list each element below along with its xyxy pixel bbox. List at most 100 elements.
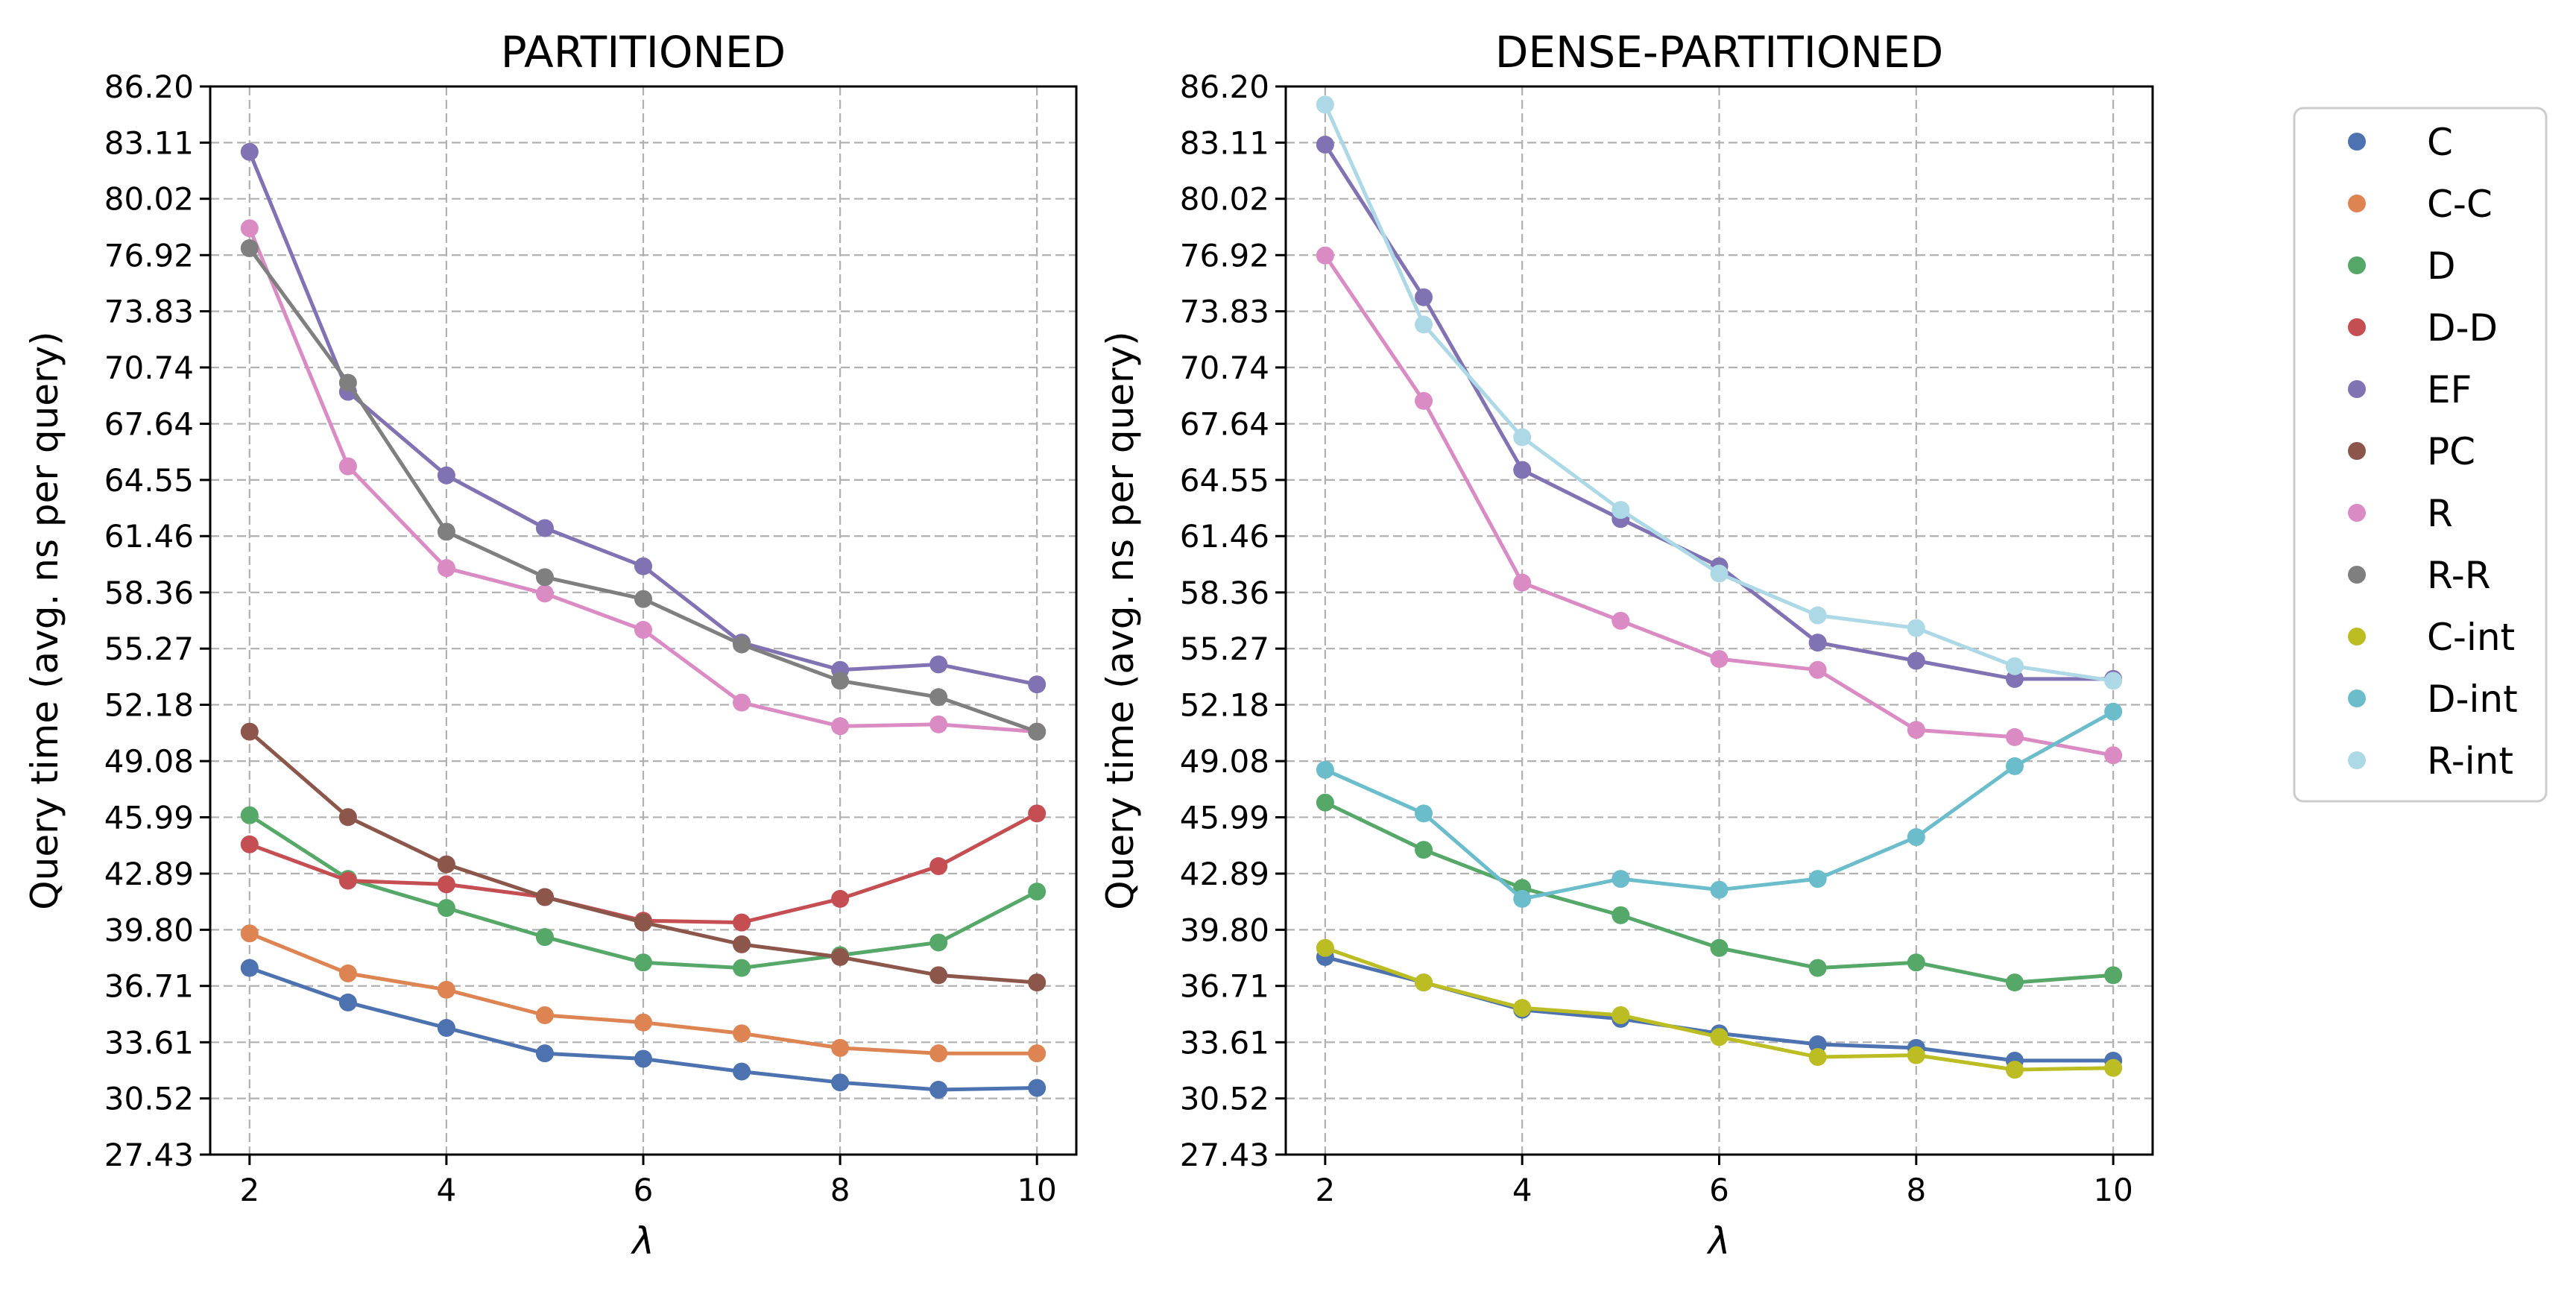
legend-marker [2348,195,2366,212]
data-point [1316,95,1334,114]
legend-entry-C: C [2348,121,2453,164]
data-point [1808,870,1827,888]
legend-label: D-D [2427,306,2498,350]
y-axis-label: Query time (avg. ns per query) [1099,331,1142,909]
y-tick-label: 76.92 [1180,237,1269,274]
data-point [1907,651,1925,670]
data-point [240,219,259,238]
data-point [1710,564,1729,583]
data-point [1316,938,1334,957]
y-tick-label: 49.08 [104,743,194,780]
data-point [831,717,850,736]
data-point [1028,883,1046,901]
data-point [535,584,554,603]
data-point [831,1038,850,1057]
data-point [1513,999,1532,1017]
x-tick-label: 4 [1512,1172,1532,1208]
data-point [929,966,948,985]
data-point [1415,973,1433,992]
data-point [2005,657,2024,675]
data-point [634,557,652,575]
y-tick-label: 80.02 [104,181,194,218]
data-point [535,568,554,587]
data-point [437,1019,455,1038]
x-axis-label: λ [1706,1219,1731,1263]
data-point [437,559,455,578]
y-tick-label: 83.11 [104,124,194,161]
data-point [2104,746,2123,765]
legend-entry-EF: EF [2348,368,2472,411]
y-tick-label: 36.71 [1180,968,1269,1005]
series-D-int [1316,702,2123,908]
legend: C C-C D D-D EF PC R R-R C-int D-int R-int [2293,107,2548,803]
legend-marker [2348,442,2366,460]
data-point [733,959,751,977]
y-tick-label: 39.80 [1180,912,1269,948]
data-point [634,953,652,972]
x-tick-label: 8 [1906,1172,1926,1208]
data-point [733,913,751,932]
data-point [2005,669,2024,688]
y-tick-label: 76.92 [104,237,194,274]
y-tick-label: 42.89 [104,856,194,892]
data-point [1611,906,1630,924]
y-tick-label: 58.36 [104,575,194,611]
legend-entry-PC: PC [2348,430,2475,473]
y-tick-label: 27.43 [104,1137,194,1173]
y-tick-label: 55.27 [1180,631,1269,667]
x-axis-label: λ [630,1219,654,1263]
legend-entry-R: R [2348,492,2453,535]
data-point [634,590,652,608]
series-C [240,959,1046,1099]
data-point [733,1062,751,1081]
data-point [1316,246,1334,265]
y-tick-label: 52.18 [1180,687,1269,724]
legend-label: C-C [2427,183,2493,226]
data-point [437,466,455,484]
plot-frame [1284,85,2154,1156]
data-point [1415,288,1433,306]
data-point [1028,973,1046,992]
data-point [1611,501,1630,520]
x-tick-label: 2 [1315,1172,1335,1208]
data-point [634,1049,652,1068]
y-tick-label: 80.02 [1180,181,1269,218]
data-point [1415,391,1433,410]
data-point [634,1013,652,1032]
data-point [338,871,357,890]
y-tick-label: 42.89 [1180,856,1269,892]
x-tick-label: 2 [239,1172,259,1208]
y-tick-label: 70.74 [1180,350,1269,386]
data-point [634,913,652,932]
legend-marker [2348,566,2366,584]
data-point [831,947,850,966]
data-point [437,855,455,874]
series-C-int [1316,938,2123,1079]
data-point [929,715,948,733]
data-point [831,1073,850,1092]
data-point [338,964,357,982]
y-axis-label: Query time (avg. ns per query) [23,331,66,909]
data-point [1415,804,1433,823]
data-point [1710,880,1729,899]
legend-label: R-R [2427,554,2491,597]
y-tick-label: 70.74 [104,350,194,386]
data-point [1907,953,1925,972]
y-tick-label: 67.64 [1180,406,1269,443]
data-point [2104,672,2123,690]
y-tick-label: 61.46 [1180,518,1269,555]
data-point [1710,938,1729,957]
data-point [535,928,554,947]
panel-title: PARTITIONED [501,27,786,78]
data-point [338,457,357,476]
data-point [929,1080,948,1099]
y-tick-label: 49.08 [1180,743,1269,780]
legend-marker [2348,504,2366,522]
legend-entry-R-int: R-int [2348,739,2513,783]
x-tick-label: 8 [830,1172,850,1208]
x-tick-label: 10 [2093,1172,2133,1208]
legend-marker [2348,318,2366,336]
data-point [1907,721,1925,739]
data-point [1415,841,1433,859]
